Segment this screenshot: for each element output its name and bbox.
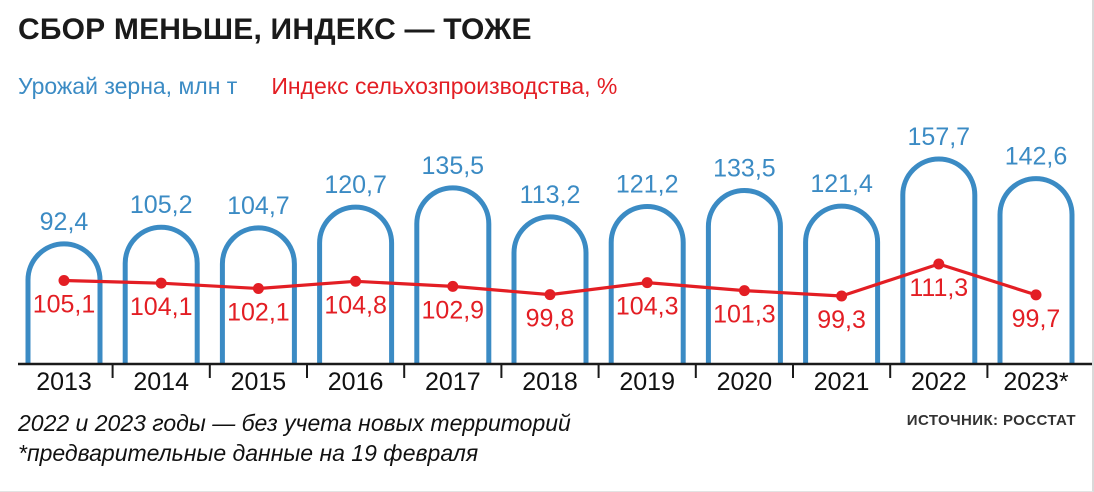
year-label: 2014 — [133, 368, 189, 396]
grain-value-label: 105,2 — [130, 191, 193, 219]
grain-bar — [317, 204, 395, 364]
index-value-label: 111,3 — [909, 274, 968, 302]
footnote-preliminary: *предварительные данные на 19 февраля — [18, 440, 479, 466]
index-value-label: 99,3 — [817, 306, 866, 334]
index-value-label: 105,1 — [33, 290, 96, 318]
index-point — [1030, 289, 1042, 301]
index-value-label: 104,3 — [616, 293, 679, 321]
year-label: 2023* — [1003, 368, 1069, 396]
legend: Урожай зерна, млн т Индекс сельхозпроизво… — [18, 72, 1092, 100]
index-point — [933, 258, 945, 270]
chart-title: СБОР МЕНЬШЕ, ИНДЕКС — ТОЖЕ — [18, 13, 532, 46]
grain-value-label: 121,4 — [810, 170, 873, 198]
grain-value-label: 133,5 — [713, 154, 776, 182]
legend-grain-harvest: Урожай зерна, млн т — [18, 73, 238, 99]
legend-agri-index: Индекс сельхозпроизводства, % — [271, 73, 618, 99]
chart-footer: 2022 и 2023 годы — без учета новых терри… — [18, 408, 1092, 468]
chart: 92,4 105,2 104,7 120,7 135,5 113,2 121,2 133,5 1… — [18, 123, 1092, 396]
grain-value-label: 121,2 — [616, 170, 679, 198]
year-label: 2020 — [717, 368, 773, 396]
year-label: 2016 — [328, 368, 384, 396]
grain-value-label: 120,7 — [324, 171, 387, 199]
grain-bar — [414, 185, 492, 364]
grain-value-label: 113,2 — [520, 181, 581, 209]
grain-bar — [900, 156, 978, 364]
footnotes: 2022 и 2023 годы — без учета новых терри… — [18, 408, 571, 468]
grain-bar — [997, 176, 1075, 364]
grain-value-label: 135,5 — [422, 152, 485, 180]
grain-value-label: 92,4 — [40, 208, 89, 236]
index-point — [738, 285, 750, 297]
index-point — [155, 277, 167, 289]
grain-value-label: 157,7 — [908, 123, 971, 151]
index-value-label: 99,8 — [526, 305, 575, 333]
source-label: ИСТОЧНИК: РОССТАТ — [906, 412, 1076, 429]
year-label: 2013 — [36, 368, 92, 396]
grain-bar — [705, 188, 783, 364]
grain-bar — [219, 225, 297, 364]
grain-value-label: 142,6 — [1005, 143, 1068, 171]
index-value-label: 104,1 — [130, 293, 193, 321]
index-point — [252, 282, 264, 294]
year-label: 2021 — [814, 368, 870, 396]
grain-bar — [803, 203, 881, 364]
index-value-label: 102,1 — [227, 298, 290, 326]
grain-bar — [511, 214, 589, 364]
index-point — [544, 289, 556, 301]
year-label: 2015 — [231, 368, 287, 396]
grain-bar — [25, 241, 103, 364]
year-label: 2019 — [619, 368, 675, 396]
grain-value-label: 104,7 — [227, 192, 290, 220]
index-value-label: 104,8 — [324, 291, 387, 319]
grain-bar — [608, 204, 686, 364]
year-label: 2022 — [911, 368, 967, 396]
index-point — [447, 280, 459, 292]
index-point — [641, 277, 653, 289]
index-value-label: 99,7 — [1012, 305, 1061, 333]
year-label: 2018 — [522, 368, 578, 396]
grain-bar — [122, 224, 200, 364]
index-value-label: 101,3 — [713, 301, 776, 329]
index-point — [836, 290, 848, 302]
index-point — [58, 274, 70, 286]
index-value-label: 102,9 — [422, 296, 485, 324]
year-label: 2017 — [425, 368, 481, 396]
footnote-territories: 2022 и 2023 годы — без учета новых терри… — [18, 410, 571, 436]
index-point — [350, 275, 362, 287]
